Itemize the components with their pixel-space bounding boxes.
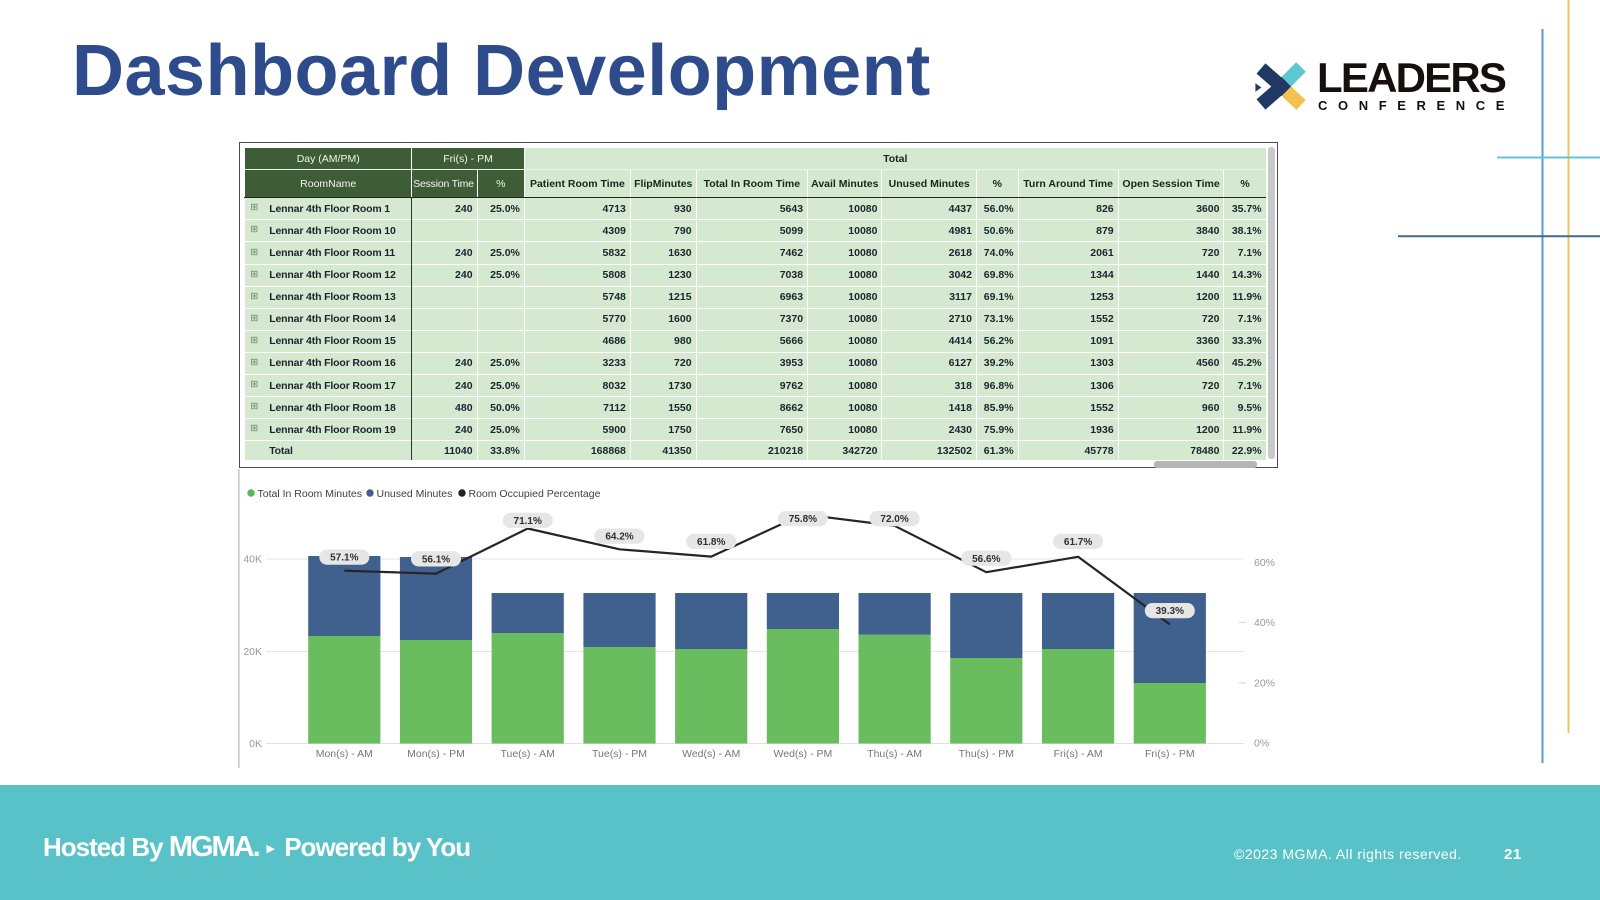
svg-text:71.1%: 71.1% xyxy=(514,516,542,527)
svg-text:Total In Room Minutes: Total In Room Minutes xyxy=(258,488,362,500)
svg-text:Room Occupied Percentage: Room Occupied Percentage xyxy=(469,488,601,500)
svg-text:57.1%: 57.1% xyxy=(330,553,358,564)
svg-text:56.6%: 56.6% xyxy=(972,554,1000,565)
svg-text:Tue(s) - PM: Tue(s) - PM xyxy=(592,748,647,760)
svg-text:Thu(s) - PM: Thu(s) - PM xyxy=(959,748,1014,760)
svg-text:0%: 0% xyxy=(1254,738,1269,750)
svg-text:40%: 40% xyxy=(1254,617,1275,629)
svg-text:75.8%: 75.8% xyxy=(789,514,817,525)
svg-text:Wed(s) - PM: Wed(s) - PM xyxy=(774,748,833,760)
svg-text:Fri(s) - AM: Fri(s) - AM xyxy=(1054,748,1103,760)
svg-text:Mon(s) - AM: Mon(s) - AM xyxy=(316,748,373,760)
svg-text:Unused Minutes: Unused Minutes xyxy=(377,488,453,500)
svg-text:Wed(s) - AM: Wed(s) - AM xyxy=(682,748,740,760)
svg-text:Fri(s) - PM: Fri(s) - PM xyxy=(1145,748,1195,760)
svg-text:Tue(s) - AM: Tue(s) - AM xyxy=(500,748,554,760)
svg-text:61.8%: 61.8% xyxy=(697,537,725,548)
svg-text:20K: 20K xyxy=(243,646,262,658)
svg-text:LEADERS: LEADERS xyxy=(1317,58,1506,101)
svg-text:60%: 60% xyxy=(1254,557,1275,569)
svg-text:Mon(s) - PM: Mon(s) - PM xyxy=(407,748,465,760)
svg-text:39.3%: 39.3% xyxy=(1156,606,1184,617)
svg-text:64.2%: 64.2% xyxy=(605,532,633,543)
svg-text:CONFERENCE: CONFERENCE xyxy=(1318,98,1515,113)
svg-text:56.1%: 56.1% xyxy=(422,555,450,566)
svg-text:72.0%: 72.0% xyxy=(880,514,908,525)
svg-text:Thu(s) - AM: Thu(s) - AM xyxy=(867,748,922,760)
svg-text:20%: 20% xyxy=(1254,678,1275,690)
svg-text:40K: 40K xyxy=(243,554,262,566)
svg-text:61.7%: 61.7% xyxy=(1064,537,1092,548)
svg-text:0K: 0K xyxy=(249,738,262,750)
